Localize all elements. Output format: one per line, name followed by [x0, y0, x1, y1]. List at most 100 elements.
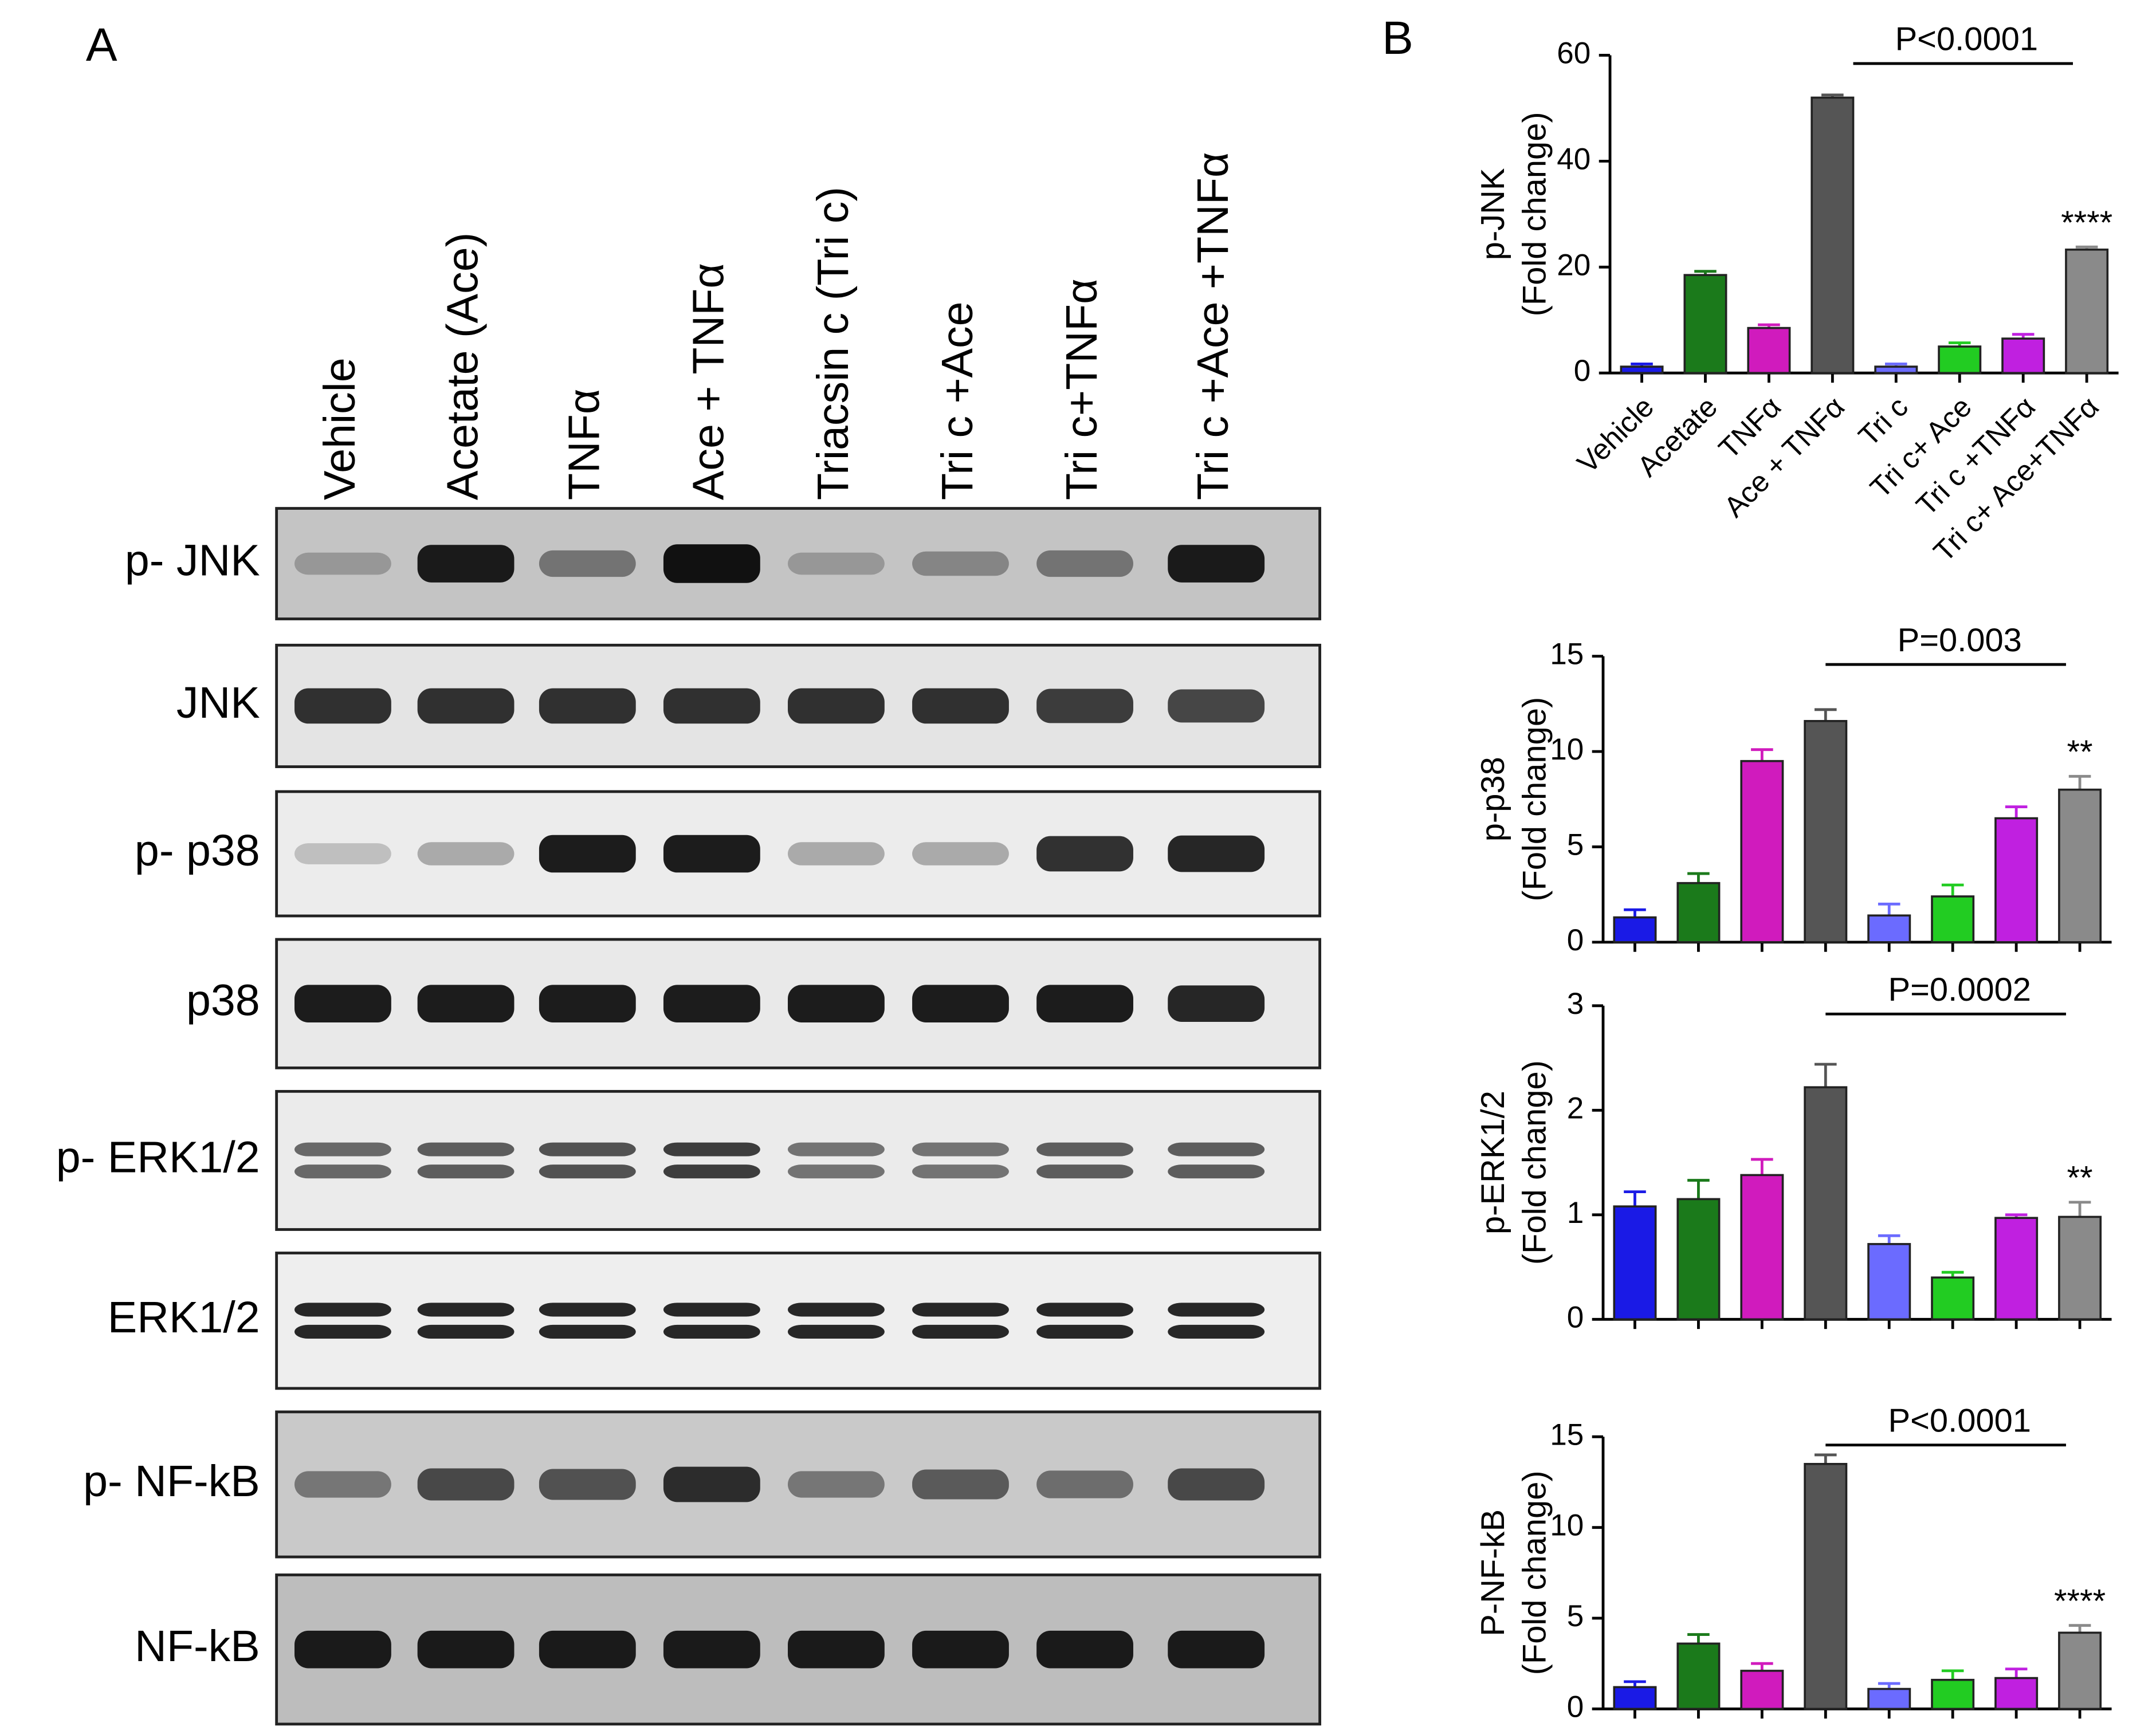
band [1036, 689, 1133, 723]
band [1036, 836, 1133, 872]
band [539, 550, 636, 577]
band [539, 1165, 636, 1179]
annotation: P=0.003 [1898, 622, 2022, 659]
blot-panel [275, 790, 1321, 918]
band [417, 688, 515, 724]
band [1168, 1142, 1265, 1156]
panel-label: B [1382, 12, 1413, 64]
annotation: P=0.0002 [1888, 971, 2031, 1008]
band [1036, 1165, 1133, 1179]
band [912, 1630, 1009, 1669]
band [788, 842, 885, 866]
band [1036, 985, 1133, 1022]
y-tick-label: 5 [1567, 1599, 1584, 1633]
y-axis-label: p-ERK1/2 [1475, 1091, 1511, 1234]
bar [1747, 326, 1791, 374]
band [1168, 1630, 1265, 1669]
bar [1938, 345, 1982, 374]
blot-row-label: JNK [176, 678, 260, 727]
band [788, 985, 885, 1022]
band [417, 842, 515, 866]
band [417, 1303, 515, 1317]
band [663, 544, 760, 583]
bar [1740, 1174, 1784, 1321]
band [788, 1324, 885, 1339]
bar [1613, 1686, 1657, 1710]
y-tick-label: 3 [1567, 987, 1584, 1021]
band [294, 1324, 391, 1339]
band [912, 1324, 1009, 1339]
bar [1811, 96, 1855, 374]
bar [2058, 1631, 2102, 1710]
bar [2058, 788, 2102, 943]
band [294, 985, 391, 1022]
y-tick-label: 5 [1567, 828, 1584, 861]
y-tick-label: 15 [1550, 638, 1584, 671]
significance: ** [2067, 1160, 2093, 1197]
band [1036, 1142, 1133, 1156]
band [539, 985, 636, 1022]
y-tick-label: 1 [1567, 1196, 1584, 1230]
band [539, 835, 636, 873]
bar [1931, 1276, 1975, 1321]
bar [1740, 1670, 1784, 1710]
y-axis-label: (Fold change) [1517, 112, 1553, 316]
bar [1994, 1677, 2039, 1710]
bar [1874, 365, 1918, 374]
band [1168, 689, 1265, 723]
y-tick-label: 0 [1567, 923, 1584, 957]
bar [1994, 1217, 2039, 1321]
annotation: P<0.0001 [1895, 21, 2038, 58]
band [417, 545, 515, 583]
band [788, 552, 885, 575]
band [539, 1303, 636, 1317]
blot-row-label: p- p38 [135, 826, 260, 875]
bar [1683, 274, 1727, 374]
band [417, 1468, 515, 1501]
y-tick-label: 2 [1567, 1091, 1584, 1125]
band [912, 551, 1009, 576]
band [912, 842, 1009, 866]
band [663, 1466, 760, 1502]
band [539, 688, 636, 724]
lane-label: Ace + TNFα [684, 263, 733, 500]
bar [1931, 1678, 1975, 1710]
band [294, 1303, 391, 1317]
band [1168, 1165, 1265, 1179]
y-axis-label: (Fold change) [1517, 697, 1553, 902]
band [1036, 1630, 1133, 1669]
band [539, 1630, 636, 1669]
bar [1994, 817, 2039, 943]
annotation: P<0.0001 [1888, 1402, 2031, 1439]
lane-label: Acetate (Ace) [438, 233, 487, 500]
lane-label: TNFα [560, 388, 609, 500]
band [1168, 1324, 1265, 1339]
bar [2001, 337, 2045, 374]
blot-panel [275, 1252, 1321, 1390]
y-tick-label: 0 [1567, 1690, 1584, 1724]
bar [1804, 719, 1848, 943]
band [417, 1165, 515, 1179]
significance: ** [2067, 734, 2093, 770]
band [663, 1303, 760, 1317]
band [417, 985, 515, 1022]
blot-row-label: p38 [186, 976, 260, 1025]
lane-label: Tri c +Ace [933, 302, 982, 501]
band [663, 1142, 760, 1156]
y-axis-label: (Fold change) [1517, 1060, 1553, 1265]
band [912, 1142, 1009, 1156]
y-tick-label: 40 [1557, 142, 1591, 176]
lane-label: Vehicle [315, 357, 364, 500]
blot-row-label: p- ERK1/2 [56, 1132, 260, 1182]
band [663, 985, 760, 1022]
band [663, 688, 760, 724]
band [1036, 550, 1133, 577]
band [294, 1165, 391, 1179]
blot-row-label: p- JNK [125, 536, 260, 585]
y-tick-label: 0 [1574, 354, 1591, 388]
band [1168, 985, 1265, 1022]
blot-row-label: ERK1/2 [108, 1293, 260, 1342]
blot-panel [275, 1089, 1321, 1231]
